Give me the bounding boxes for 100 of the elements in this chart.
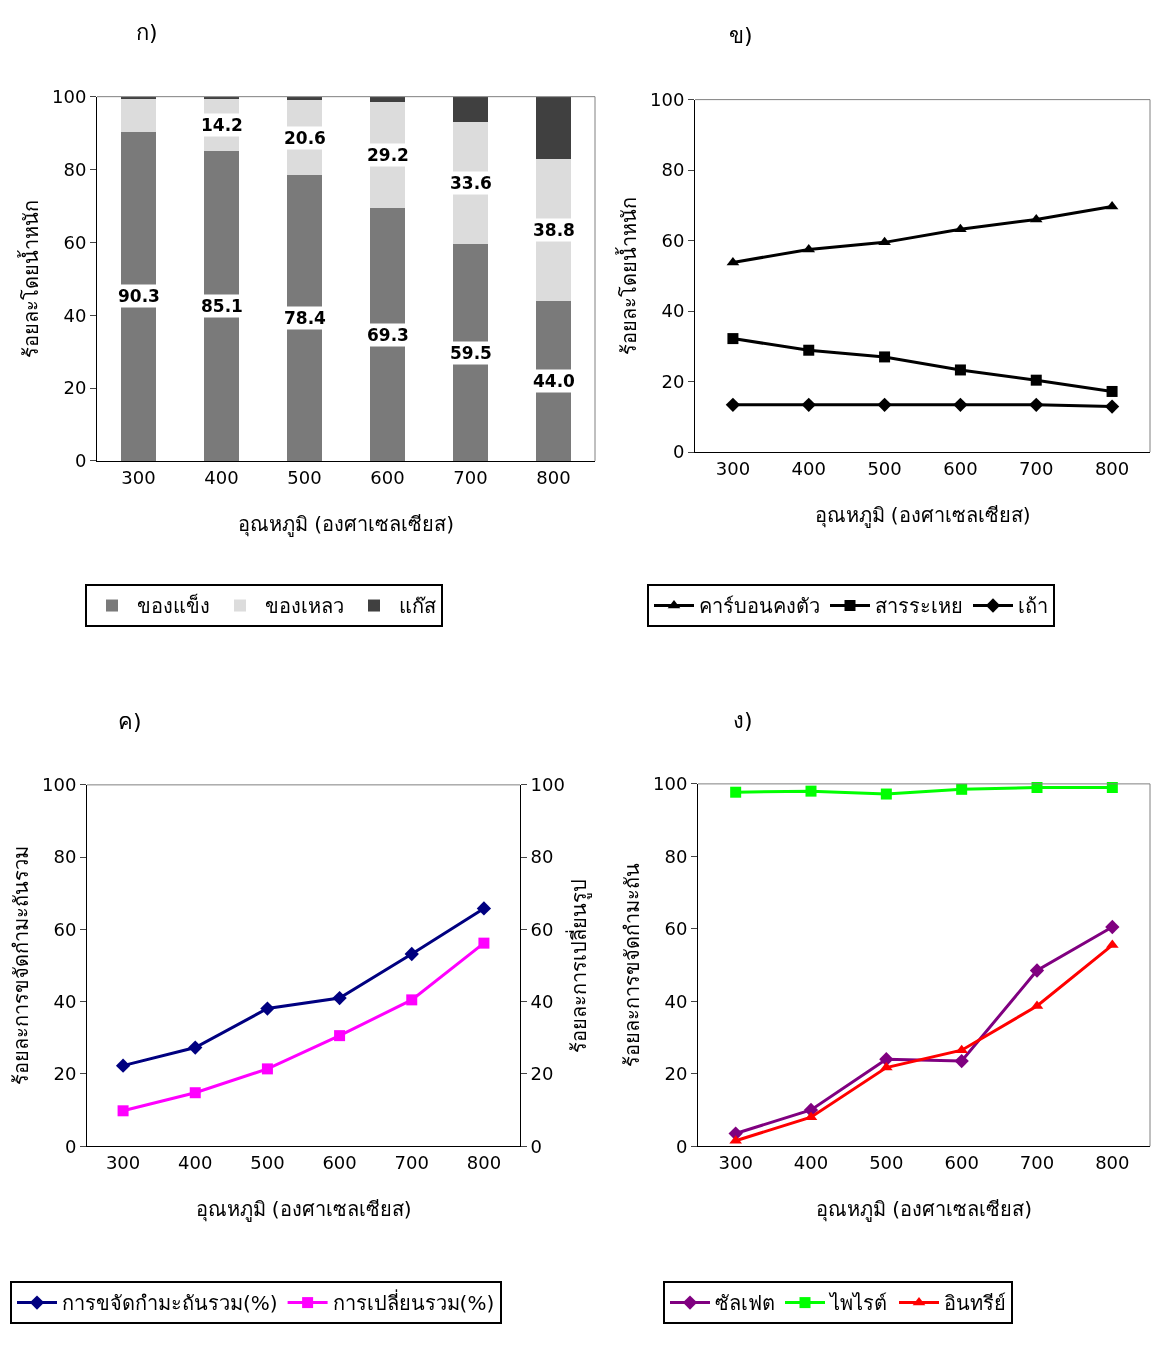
chart-title: ก) [136,20,158,45]
x-tick-label: 300 [715,457,751,479]
legend-label: คาร์บอนคงตัว [699,594,820,619]
chart-title: ค) [118,709,142,734]
point [877,397,892,412]
y-tick-label: 0 [64,1135,77,1157]
bar [453,96,488,122]
y-tick-label: 60 [53,918,77,940]
x-tick-label: 600 [322,1151,357,1173]
point [730,786,742,798]
x-tick-label: 700 [1019,1151,1055,1173]
point [404,946,419,962]
point [805,785,817,797]
point [1105,200,1119,210]
data-label: 90.3 [118,286,160,306]
data-label: 69.3 [367,325,409,345]
point [117,1105,129,1117]
y2-tick-label: 0 [530,1135,543,1157]
y-tick-label: 40 [664,990,688,1012]
y-tick-label: 40 [53,990,77,1012]
point [953,397,968,412]
point [1104,399,1120,414]
x-tick-label: 600 [943,457,978,479]
legend-label: เถ้า [1018,594,1048,619]
legend-label: การขจัดกำมะถันรวม(%) [62,1291,278,1316]
x-tick-label: 300 [718,1151,753,1173]
point [725,397,741,412]
y-tick-label: 80 [53,846,77,868]
y-axis-title: ร้อยละโดยน้ำหนัก [16,199,43,358]
y-tick-label: 60 [63,231,87,253]
data-label: 38.8 [533,220,575,240]
data-label: 85.1 [201,296,243,316]
x-tick-label: 700 [1019,457,1054,479]
legend-label: สารระเหย [875,594,963,619]
legend-label: อินทรีย์ [944,1291,1006,1316]
y-tick-label: 20 [661,370,685,392]
legend-label: ของเหลว [265,594,344,619]
point [1029,213,1043,223]
data-label: 33.6 [450,173,492,193]
y2-axis-title: ร้อยละการเปลี่ยนรูป [565,878,593,1053]
x-tick-label: 800 [1094,457,1130,479]
y-tick-label: 100 [42,774,77,796]
x-tick-label: 700 [394,1151,429,1173]
y-axis-title: ร้อยละโดยน้ำหนัก [614,196,641,355]
x-tick-label: 300 [105,1151,141,1173]
data-label: 78.4 [284,308,327,328]
x-tick-label: 500 [869,1151,904,1173]
legend-label: การเปลี่ยนรวม(%) [332,1289,495,1316]
x-tick-label: 400 [204,466,239,488]
x-tick-label: 400 [178,1151,213,1173]
data-label: 44.0 [533,371,576,391]
point [406,994,418,1006]
y-tick-label: 0 [675,1135,688,1157]
x-tick-label: 800 [536,466,571,488]
x-axis-title: อุณหภูมิ (องศาเซลเซียส) [238,512,454,538]
x-tick-label: 500 [287,466,322,488]
x-tick-label: 300 [121,466,156,488]
chart-title: ง) [733,708,753,733]
x-tick-label: 700 [453,466,488,488]
y-tick-label: 100 [52,85,87,107]
point [478,937,490,949]
data-label: 29.2 [367,145,409,165]
y-tick-label: 60 [664,918,688,940]
point [260,1001,275,1016]
x-tick-label: 400 [793,1151,829,1173]
y-axis-title: ร้อยละการขจัดกำมะถัน [619,863,644,1068]
point [115,1058,131,1073]
point [803,344,815,356]
y-tick-label: 20 [53,1063,77,1085]
point [332,990,347,1006]
point [1029,963,1045,978]
y-tick-label: 80 [63,158,87,180]
point [1029,397,1044,412]
bar [370,96,405,103]
data-label: 59.5 [450,343,492,363]
point [802,243,816,253]
point [801,397,816,412]
point [954,223,967,233]
point [954,1053,969,1069]
point [334,1030,346,1042]
x-axis-title: อุณหภูมิ (องศาเซลเซียส) [814,503,1031,529]
y-tick-label: 20 [63,377,87,399]
legend-label: ไพไรต์ [828,1291,887,1316]
x-tick-label: 800 [1095,1151,1130,1173]
point [189,1087,201,1099]
x-tick-label: 600 [370,466,405,488]
point [261,1063,273,1075]
y-tick-label: 80 [664,845,688,867]
point [954,364,966,376]
y2-tick-label: 80 [530,846,554,868]
y-tick-label: 40 [63,304,87,326]
legend-label: ซัลเฟต [715,1291,775,1316]
x-axis-title: อุณหภูมิ (องศาเซลเซียส) [816,1197,1032,1223]
bar [121,99,156,132]
y-axis-title: ร้อยละการขจัดกำมะถันรวม [8,846,33,1086]
data-label: 20.6 [284,128,326,148]
data-label: 14.2 [201,115,243,135]
y-tick-label: 60 [661,229,685,251]
y-tick-label: 80 [661,159,685,181]
point [1106,385,1118,397]
